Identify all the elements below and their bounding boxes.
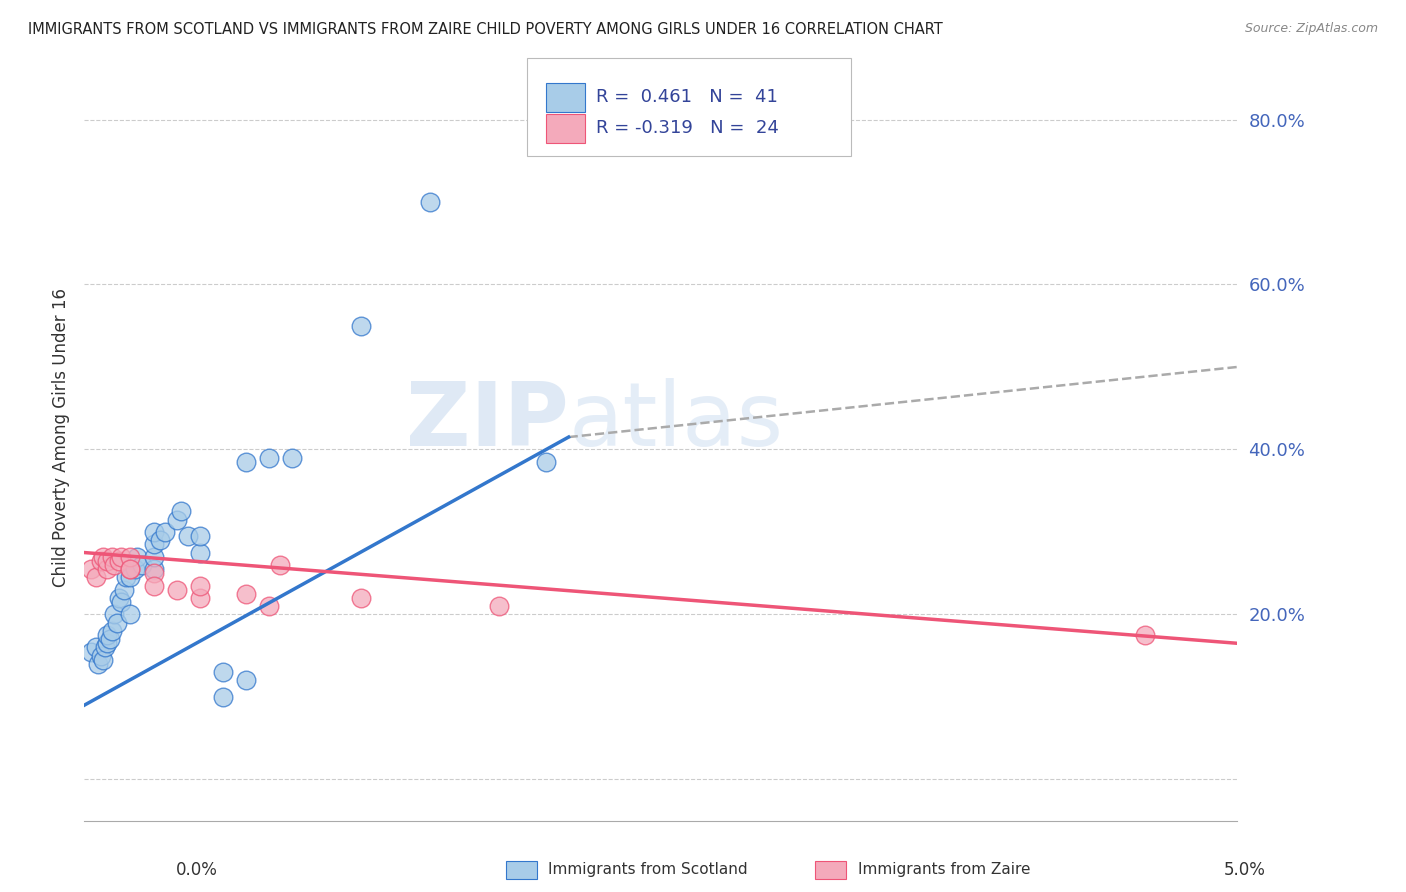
Point [103, 558, 125, 572]
Text: 5.0%: 5.0% [1223, 861, 1265, 879]
Point [124, 562, 146, 576]
Text: atlas: atlas [568, 378, 783, 466]
Point [142, 566, 165, 581]
Point [235, 673, 257, 688]
Point [91, 549, 114, 564]
Point [120, 607, 142, 622]
Point [112, 582, 135, 597]
Point [142, 537, 165, 551]
Point [127, 549, 149, 564]
Point [96, 628, 118, 642]
Point [211, 690, 233, 704]
Point [257, 599, 280, 614]
Point [419, 194, 441, 209]
Point [1133, 628, 1156, 642]
Point [120, 549, 142, 564]
Point [89, 648, 111, 663]
Point [142, 549, 165, 564]
Point [188, 545, 211, 559]
Point [110, 549, 132, 564]
Point [269, 558, 291, 572]
Point [235, 587, 257, 601]
Point [131, 558, 153, 572]
Point [84, 640, 107, 655]
Y-axis label: Child Poverty Among Girls Under 16: Child Poverty Among Girls Under 16 [52, 287, 70, 587]
Point [96, 562, 118, 576]
Point [91, 653, 114, 667]
Text: Source: ZipAtlas.com: Source: ZipAtlas.com [1244, 22, 1378, 36]
Point [105, 615, 128, 630]
Point [103, 607, 125, 622]
Point [115, 570, 138, 584]
Point [350, 591, 373, 605]
Point [98, 632, 121, 647]
Point [488, 599, 510, 614]
Point [101, 624, 124, 638]
Point [257, 450, 280, 465]
Point [211, 665, 233, 680]
Point [120, 570, 142, 584]
Point [94, 640, 117, 655]
Point [235, 455, 257, 469]
Point [120, 562, 142, 576]
Point [108, 591, 131, 605]
Point [188, 529, 211, 543]
Point [142, 524, 165, 539]
Point [96, 636, 118, 650]
Text: Immigrants from Zaire: Immigrants from Zaire [858, 863, 1031, 877]
Text: 0.0%: 0.0% [176, 861, 218, 879]
Point [87, 657, 110, 671]
Point [108, 554, 131, 568]
Point [110, 595, 132, 609]
Point [149, 533, 172, 548]
Text: R = -0.319   N =  24: R = -0.319 N = 24 [596, 120, 779, 137]
Text: IMMIGRANTS FROM SCOTLAND VS IMMIGRANTS FROM ZAIRE CHILD POVERTY AMONG GIRLS UNDE: IMMIGRANTS FROM SCOTLAND VS IMMIGRANTS F… [28, 22, 943, 37]
Point [96, 554, 118, 568]
Point [534, 455, 557, 469]
Point [80, 644, 103, 658]
Point [350, 318, 373, 333]
Point [84, 570, 107, 584]
Text: Immigrants from Scotland: Immigrants from Scotland [548, 863, 748, 877]
Point [188, 578, 211, 592]
Point [281, 450, 304, 465]
Point [188, 591, 211, 605]
Text: R =  0.461   N =  41: R = 0.461 N = 41 [596, 88, 778, 106]
Point [166, 512, 188, 526]
Text: ZIP: ZIP [406, 378, 568, 466]
Point [101, 549, 124, 564]
Point [170, 504, 193, 518]
Point [142, 562, 165, 576]
Point [166, 582, 188, 597]
Point [142, 578, 165, 592]
Point [80, 562, 103, 576]
Point [177, 529, 200, 543]
Point [153, 524, 176, 539]
Point [89, 554, 111, 568]
Point [120, 562, 142, 576]
